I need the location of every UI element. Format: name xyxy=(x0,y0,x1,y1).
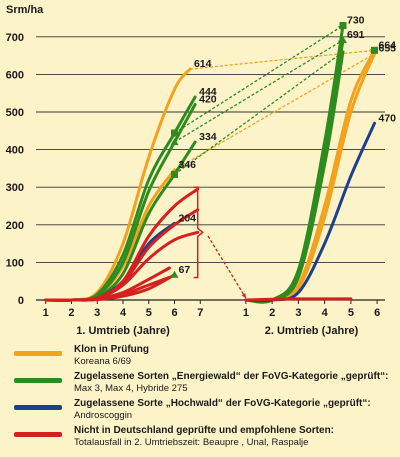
legend: Klon in Prüfung Koreana 6/69 Zugelassene S… xyxy=(12,344,397,452)
x-tick-label: 6 xyxy=(374,307,380,319)
point-marker-triangle xyxy=(339,36,347,44)
legend-subtitle: Totalausfall in 2. Umtriebszeit: Beaupre… xyxy=(74,437,309,448)
data-label: 204 xyxy=(179,212,197,224)
legend-item: Zugelassene Sorte „Hochwald“ der FoVG-Ka… xyxy=(12,398,397,422)
legend-item: Zugelassene Sorten „Energiewald“ der FoV… xyxy=(12,371,397,395)
data-label: 691 xyxy=(347,29,365,41)
data-label: 655 xyxy=(379,43,397,55)
x-tick-label: 2 xyxy=(68,307,74,319)
x-tick-label: 7 xyxy=(197,307,203,319)
point-marker-square xyxy=(371,46,378,54)
data-label: 730 xyxy=(347,15,365,27)
data-label: 614 xyxy=(194,58,212,70)
legend-subtitle: Max 3, Max 4, Hybride 275 xyxy=(74,383,188,394)
point-marker-square xyxy=(171,129,179,137)
y-tick-label: 700 xyxy=(6,32,24,44)
x-tick-label: 4 xyxy=(322,307,329,319)
x-tick-label: 4 xyxy=(120,307,127,319)
legend-title: Zugelassene Sorten „Energiewald“ der FoV… xyxy=(74,371,389,382)
y-axis-label: Srm/ha xyxy=(6,4,44,16)
data-label: 470 xyxy=(379,112,397,124)
x-axis-label: 2. Umtrieb (Jahre) xyxy=(265,325,359,337)
x-tick-label: 2 xyxy=(269,307,275,319)
connector-line xyxy=(174,39,344,143)
point-markers xyxy=(170,22,378,278)
connector-line xyxy=(207,235,247,299)
y-tick-label: 400 xyxy=(6,145,24,157)
connector-line xyxy=(174,51,344,175)
data-label: 334 xyxy=(199,131,217,143)
legend-swatch xyxy=(14,432,62,437)
legend-title: Klon in Prüfung xyxy=(74,344,149,355)
y-tick-label: 100 xyxy=(6,257,24,269)
connector-line xyxy=(174,24,344,134)
y-tick-label: 200 xyxy=(6,220,24,232)
legend-subtitle: Androscoggin xyxy=(74,410,133,421)
data-label: 346 xyxy=(179,159,197,171)
red-bracket xyxy=(193,186,204,279)
x-tick-label: 3 xyxy=(94,307,100,319)
connector-line xyxy=(189,49,375,70)
legend-item: Nicht in Deutschland geprüfte und empfoh… xyxy=(12,425,397,449)
y-tick-label: 0 xyxy=(18,295,24,307)
y-axis: 0 100 200 300 400 500 600 700 xyxy=(6,32,24,307)
series-line-red xyxy=(244,297,353,302)
x-tick-label: 3 xyxy=(295,307,301,319)
data-label: 664 xyxy=(379,39,397,51)
legend-title: Zugelassene Sorte „Hochwald“ der FoVG-Ka… xyxy=(74,398,371,409)
series-line-green xyxy=(244,50,345,304)
x-tick-label: 1 xyxy=(43,307,49,319)
series-line-green xyxy=(244,24,345,304)
series-line-red xyxy=(44,273,176,302)
data-label: 444 xyxy=(199,86,217,98)
legend-swatch xyxy=(14,351,62,356)
data-label: 67 xyxy=(179,264,191,276)
x-tick-label: 5 xyxy=(146,307,152,319)
data-label: 420 xyxy=(199,93,217,105)
point-marker-square xyxy=(339,22,347,30)
point-marker-square xyxy=(171,170,179,178)
x-axis: 1 2 3 4 5 6 7 1. Umtrieb (Jahre) 1 2 3 4 5 6 2. Umtrie… xyxy=(43,300,380,337)
y-tick-label: 300 xyxy=(6,182,24,194)
x-tick-label: 6 xyxy=(171,307,177,319)
legend-subtitle: Koreana 6/69 xyxy=(74,356,132,367)
x-axis-label: 1. Umtrieb (Jahre) xyxy=(76,325,170,337)
point-marker-triangle xyxy=(170,270,179,278)
x-tick-label: 1 xyxy=(243,307,249,319)
connector-arrowhead xyxy=(241,293,246,299)
y-tick-label: 500 xyxy=(6,107,24,119)
series-lines xyxy=(44,24,376,304)
legend-swatch xyxy=(14,405,62,410)
legend-title: Nicht in Deutschland geprüfte und empfoh… xyxy=(74,425,335,436)
point-marker-triangle xyxy=(170,138,179,146)
x-tick-label: 5 xyxy=(348,307,354,319)
legend-swatch xyxy=(14,378,62,383)
y-tick-label: 600 xyxy=(6,69,24,81)
legend-item: Klon in Prüfung Koreana 6/69 xyxy=(12,344,397,368)
